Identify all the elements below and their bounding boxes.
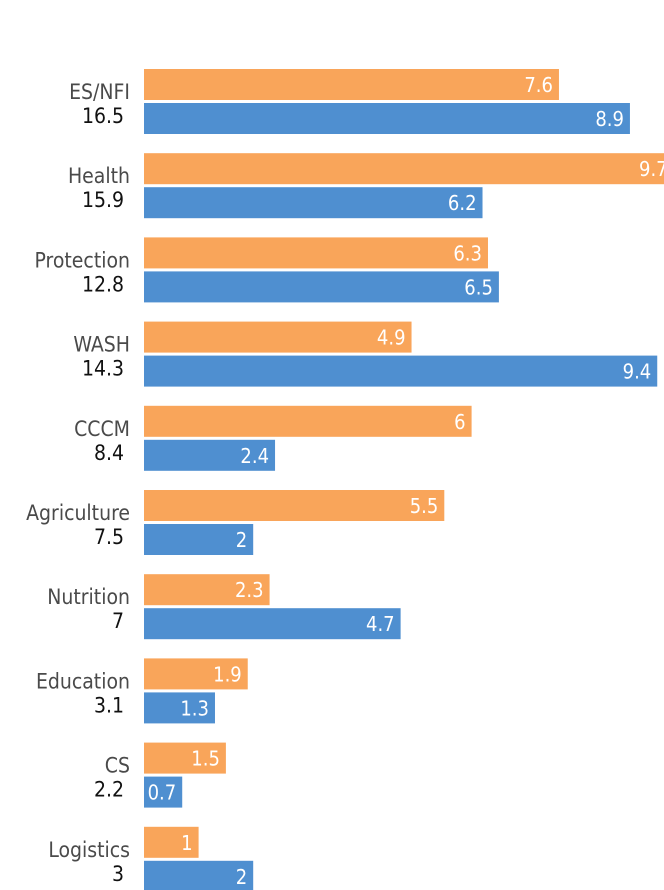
bar-value-label: 5.5 (410, 494, 439, 518)
total-label: 15.9 (82, 188, 124, 212)
category-label: Education (36, 669, 130, 693)
bar-series-1 (144, 658, 248, 690)
total-label: 16.5 (82, 104, 124, 128)
total-label: 8.4 (94, 441, 124, 465)
bar-value-label: 6 (454, 410, 465, 434)
bar-value-label: 2.3 (235, 578, 264, 602)
bar-series-1 (144, 574, 270, 606)
bar-series-2 (144, 524, 254, 555)
bar-series-2 (144, 439, 276, 471)
category-label: Agriculture (26, 501, 130, 525)
bar-series-2 (144, 187, 483, 219)
bar-value-label: 2.4 (240, 444, 269, 468)
category-label: Logistics (48, 838, 130, 862)
bar-value-label: 4.7 (366, 612, 395, 636)
category-label: Health (68, 164, 130, 188)
bar-value-label: 1.3 (180, 696, 209, 720)
bar-value-label: 9.7 (639, 157, 664, 181)
bar-series-1 (144, 742, 226, 774)
bar-series-1 (144, 237, 488, 269)
bar-value-label: 1.5 (191, 747, 220, 771)
bar-series-2 (144, 103, 630, 134)
category-label: Nutrition (47, 585, 130, 609)
bar-series-1 (144, 153, 664, 185)
total-label: 7.5 (94, 525, 124, 549)
total-label: 14.3 (82, 357, 124, 381)
bar-value-label: 8.9 (595, 107, 624, 131)
category-label: ES/NFI (69, 80, 130, 104)
bar-series-2 (144, 860, 254, 890)
bar-series-2 (144, 608, 401, 640)
bar-series-1 (144, 826, 199, 858)
bar-value-label: 1.9 (213, 662, 242, 686)
bar-value-label: 6.5 (464, 275, 493, 299)
bar-series-1 (144, 321, 412, 353)
bar-series-1 (144, 405, 472, 437)
bar-series-1 (144, 490, 445, 521)
bar-series-2 (144, 271, 499, 303)
bar-series-2 (144, 692, 215, 724)
bar-value-label: 7.6 (524, 73, 553, 97)
category-label: Protection (35, 248, 130, 272)
bar-value-label: 2 (236, 865, 247, 889)
bar-series-1 (144, 69, 559, 100)
bar-series-2 (144, 355, 658, 387)
bar-value-label: 6.3 (453, 241, 482, 265)
bar-value-label: 1 (181, 831, 192, 855)
category-label: WASH (73, 333, 130, 357)
bar-value-label: 4.9 (377, 326, 406, 350)
total-label: 2.2 (94, 778, 124, 802)
total-label: 3 (112, 862, 124, 886)
total-label: 3.1 (94, 693, 124, 717)
bar-series-2 (144, 776, 183, 808)
category-label: CCCM (74, 417, 130, 441)
bar-value-label: 0.7 (148, 781, 177, 805)
category-label: CS (105, 754, 130, 778)
total-label: 7 (112, 609, 124, 633)
bar-value-label: 2 (236, 528, 247, 552)
bar-value-label: 9.4 (623, 360, 652, 384)
total-label: 12.8 (82, 272, 124, 296)
bar-value-label: 6.2 (448, 191, 477, 215)
